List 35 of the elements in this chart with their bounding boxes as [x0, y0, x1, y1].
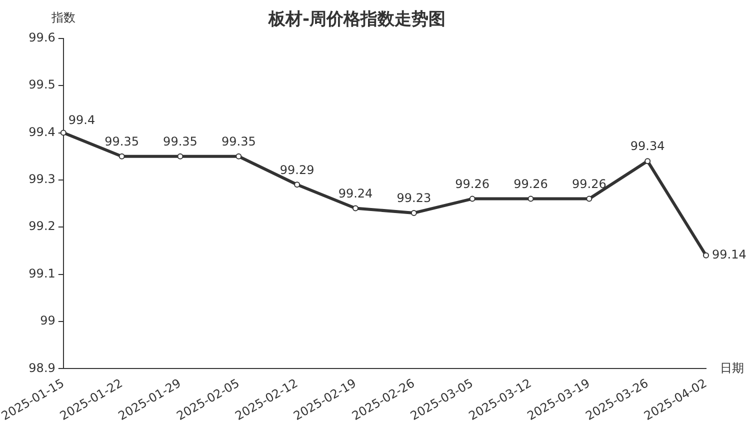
point — [294, 182, 300, 188]
point — [60, 130, 66, 136]
y-axis-title: 指数 — [50, 10, 76, 25]
data-label: 99.35 — [221, 134, 256, 148]
y-tick-label: 99.3 — [28, 172, 56, 186]
point — [528, 196, 534, 202]
y-tick-label: 99.4 — [28, 124, 56, 139]
y-tick-label: 98.9 — [28, 360, 56, 375]
point — [352, 205, 358, 212]
point — [586, 196, 592, 202]
data-label: 99.35 — [104, 134, 139, 148]
y-tick-label: 99.5 — [28, 78, 56, 92]
point — [469, 196, 476, 202]
point — [703, 252, 709, 258]
data-label: 99.23 — [396, 191, 432, 206]
y-tick-label: 99.6 — [28, 30, 56, 45]
x-axis-title: 日期 — [720, 360, 744, 375]
data-label: 99.26 — [572, 176, 606, 191]
data-label: 99.4 — [68, 112, 96, 127]
point — [236, 153, 242, 160]
point — [644, 158, 651, 164]
data-label: 99.34 — [630, 139, 665, 154]
y-tick-label: 99 — [40, 314, 56, 328]
data-label: 99.29 — [280, 162, 314, 177]
y-tick-label: 99.1 — [28, 266, 56, 280]
data-label: 99.35 — [163, 134, 198, 148]
point — [177, 153, 184, 160]
data-label: 99.26 — [514, 176, 548, 191]
point — [118, 153, 125, 160]
data-label: 99.26 — [455, 176, 490, 191]
y-tick-label: 99.2 — [28, 219, 56, 234]
point — [410, 210, 417, 216]
data-label: 99.14 — [712, 248, 746, 262]
data-label: 99.24 — [338, 186, 373, 200]
chart-title: 板材-周价格指数走势图 — [267, 10, 446, 30]
